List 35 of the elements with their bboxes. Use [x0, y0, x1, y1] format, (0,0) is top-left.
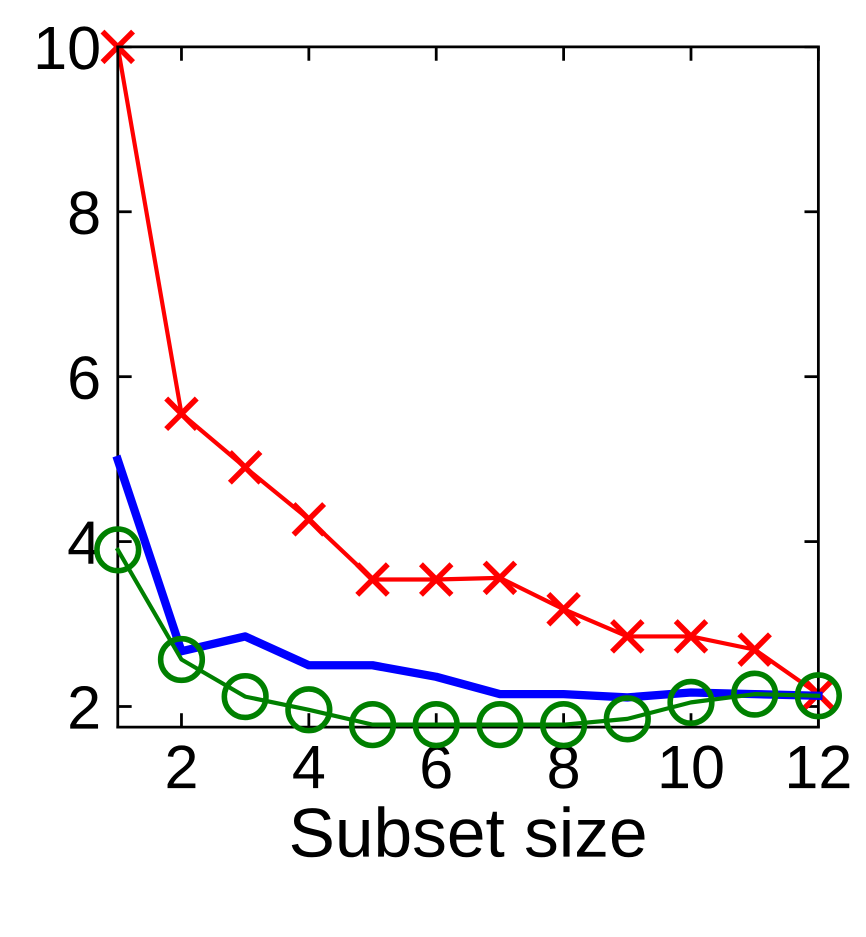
point — [540, 701, 588, 748]
point — [418, 561, 454, 598]
point — [667, 678, 715, 726]
point — [227, 449, 264, 486]
point — [354, 561, 391, 598]
point — [100, 28, 136, 65]
point — [348, 701, 396, 748]
point — [158, 636, 206, 684]
point — [412, 701, 460, 748]
x-tick-label: 8 — [549, 745, 578, 789]
x-tick-label: 6 — [422, 745, 451, 789]
point — [736, 632, 773, 668]
x-tick-label: 4 — [293, 746, 324, 788]
point — [94, 526, 142, 574]
point — [285, 686, 332, 734]
point — [609, 618, 646, 654]
point — [731, 670, 778, 718]
point — [222, 672, 269, 720]
point — [482, 560, 518, 596]
x-tick-label: 12 — [789, 745, 850, 788]
point — [476, 701, 524, 748]
x-tick-label: 10 — [662, 745, 723, 789]
y-tick-label: 6 — [70, 356, 98, 400]
x-axis-title: Subset size — [292, 806, 644, 858]
y-tick-label: 8 — [70, 191, 98, 235]
y-tick-label: 4 — [68, 522, 100, 564]
point — [672, 618, 710, 654]
y-tick-label: 10 — [38, 26, 99, 70]
point — [794, 672, 842, 720]
point — [163, 396, 200, 432]
point — [604, 695, 651, 742]
y-tick-label: 2 — [70, 686, 98, 729]
x-tick-label: 2 — [168, 745, 196, 788]
point — [546, 591, 582, 628]
point — [290, 501, 327, 538]
